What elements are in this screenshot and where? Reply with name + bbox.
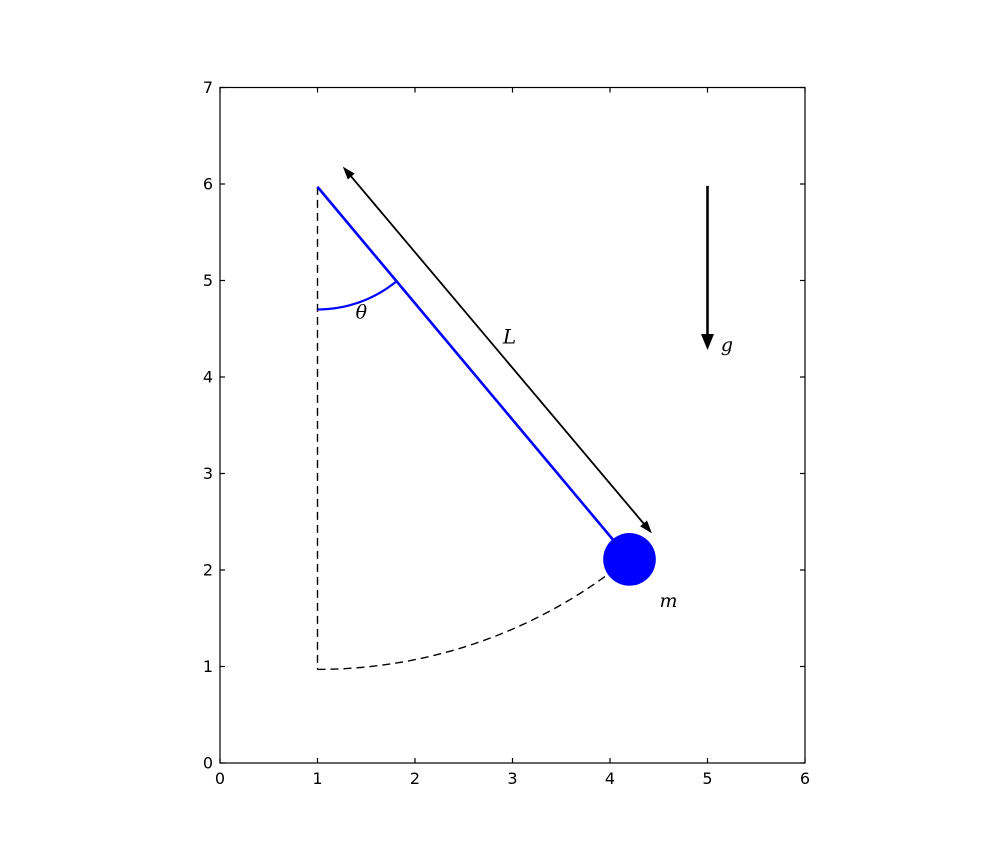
mass-label: m <box>659 590 677 612</box>
pendulum-rod <box>316 186 631 561</box>
x-tick-label: 3 <box>507 769 517 788</box>
y-tick-label: 0 <box>203 754 213 773</box>
length-arrow-head <box>342 166 355 180</box>
y-tick-label: 2 <box>203 561 213 580</box>
pendulum-bob <box>603 533 656 586</box>
length-label: L <box>502 324 516 348</box>
x-tick-label: 5 <box>702 769 712 788</box>
length-arrow-line <box>348 174 646 526</box>
y-tick-label: 7 <box>203 78 213 97</box>
x-tick-label: 4 <box>605 769 615 788</box>
swing-trajectory-arc <box>317 544 645 671</box>
y-tick-label: 5 <box>203 271 213 290</box>
axes-frame <box>219 86 806 764</box>
x-tick-label: 1 <box>312 769 322 788</box>
gravity-label: g <box>721 334 733 356</box>
gravity-arrow-head <box>701 333 714 350</box>
x-tick-label: 0 <box>215 769 225 788</box>
y-tick-label: 3 <box>203 464 213 483</box>
y-tick-label: 6 <box>203 175 213 194</box>
theta-label: θ <box>356 301 368 323</box>
length-arrow-head <box>640 520 652 534</box>
x-tick-label: 6 <box>800 769 810 788</box>
angle-arc <box>317 279 398 311</box>
y-tick-label: 4 <box>203 368 213 387</box>
y-tick-label: 1 <box>203 657 213 676</box>
x-tick-label: 2 <box>410 769 420 788</box>
